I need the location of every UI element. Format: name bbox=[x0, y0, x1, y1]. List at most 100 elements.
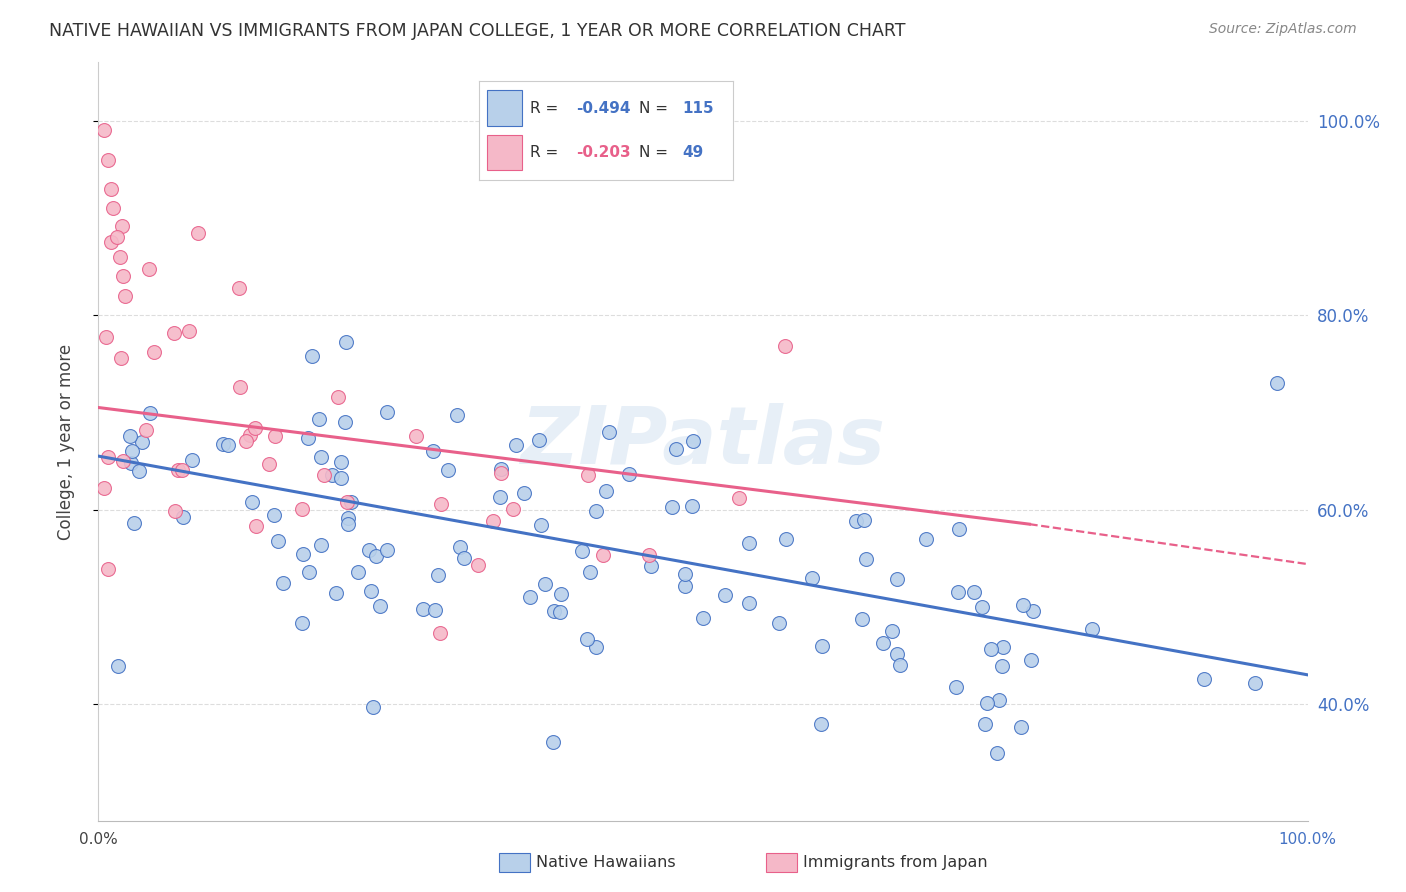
Point bbox=[976, 696, 998, 710]
Text: Source: ZipAtlas.com: Source: ZipAtlas.com bbox=[1209, 22, 1357, 37]
Point bbox=[489, 462, 512, 476]
Point bbox=[177, 324, 200, 338]
Point bbox=[519, 590, 541, 604]
Point bbox=[571, 544, 593, 558]
Point bbox=[273, 576, 295, 591]
Text: ZIPatlas: ZIPatlas bbox=[520, 402, 886, 481]
Point bbox=[423, 603, 446, 617]
Point bbox=[377, 542, 399, 557]
Point bbox=[94, 330, 117, 344]
Point bbox=[675, 567, 697, 582]
Point bbox=[412, 602, 434, 616]
Point bbox=[579, 565, 602, 579]
Point bbox=[430, 497, 453, 511]
Point bbox=[530, 518, 553, 533]
Point bbox=[637, 549, 659, 563]
Point bbox=[163, 326, 186, 341]
Point bbox=[543, 603, 565, 617]
Point bbox=[340, 494, 363, 508]
Point bbox=[309, 450, 332, 465]
Point bbox=[889, 658, 911, 673]
Point bbox=[775, 532, 797, 546]
Point bbox=[673, 579, 696, 593]
Point bbox=[329, 470, 352, 484]
Point bbox=[872, 636, 894, 650]
Text: 100.0%: 100.0% bbox=[1278, 831, 1337, 847]
Point bbox=[330, 455, 353, 469]
Point bbox=[336, 495, 359, 509]
Point bbox=[768, 615, 790, 630]
Point bbox=[453, 551, 475, 566]
Point bbox=[980, 642, 1002, 657]
Point bbox=[97, 562, 120, 576]
Point bbox=[128, 465, 150, 479]
Point bbox=[101, 201, 124, 215]
Point bbox=[592, 549, 614, 563]
Point bbox=[297, 431, 319, 445]
Point bbox=[107, 658, 129, 673]
Point bbox=[291, 547, 314, 561]
Point bbox=[245, 518, 267, 533]
Point bbox=[346, 565, 368, 579]
Point bbox=[598, 425, 620, 439]
Point bbox=[100, 235, 122, 249]
Point bbox=[429, 626, 451, 640]
Point bbox=[886, 572, 908, 586]
Point bbox=[737, 596, 759, 610]
Point bbox=[242, 495, 264, 509]
Point bbox=[118, 429, 141, 443]
Point bbox=[576, 632, 599, 647]
Point bbox=[489, 490, 512, 504]
Point bbox=[359, 542, 381, 557]
Point bbox=[336, 517, 359, 532]
Point bbox=[105, 230, 128, 244]
Point bbox=[682, 434, 704, 449]
Y-axis label: College, 1 year or more: College, 1 year or more bbox=[56, 343, 75, 540]
Point bbox=[502, 502, 524, 516]
Point bbox=[851, 612, 873, 626]
Text: Immigrants from Japan: Immigrants from Japan bbox=[803, 855, 987, 870]
Text: Native Hawaiians: Native Hawaiians bbox=[536, 855, 675, 870]
Point bbox=[1080, 622, 1102, 636]
Point bbox=[1019, 653, 1042, 667]
Point bbox=[773, 339, 796, 353]
Point bbox=[139, 406, 162, 420]
Point bbox=[326, 390, 349, 404]
Point bbox=[368, 599, 391, 613]
Point bbox=[325, 585, 347, 599]
Point bbox=[513, 486, 536, 500]
Point bbox=[467, 558, 489, 572]
Point bbox=[852, 513, 875, 527]
Point bbox=[93, 481, 115, 495]
Point bbox=[714, 588, 737, 602]
Point bbox=[138, 261, 160, 276]
Point bbox=[122, 516, 145, 530]
Point bbox=[257, 457, 280, 471]
Point bbox=[114, 289, 136, 303]
Point bbox=[527, 433, 550, 447]
Point bbox=[945, 681, 967, 695]
Point bbox=[811, 639, 834, 653]
Point bbox=[93, 123, 115, 137]
Point bbox=[541, 735, 564, 749]
Point bbox=[948, 585, 970, 599]
Point bbox=[1022, 604, 1045, 618]
Point bbox=[135, 423, 157, 437]
Point bbox=[436, 462, 458, 476]
Point bbox=[121, 444, 143, 458]
Point bbox=[810, 716, 832, 731]
Point bbox=[886, 647, 908, 661]
Point bbox=[360, 584, 382, 599]
Point bbox=[1243, 675, 1265, 690]
Point bbox=[235, 434, 257, 449]
Point bbox=[915, 533, 938, 547]
Point bbox=[291, 615, 314, 630]
Point bbox=[446, 409, 468, 423]
Point bbox=[110, 351, 132, 366]
Point bbox=[505, 438, 527, 452]
Point bbox=[661, 500, 683, 514]
Point bbox=[108, 250, 131, 264]
Point bbox=[845, 514, 868, 528]
Point bbox=[243, 421, 266, 435]
Point bbox=[186, 226, 208, 240]
